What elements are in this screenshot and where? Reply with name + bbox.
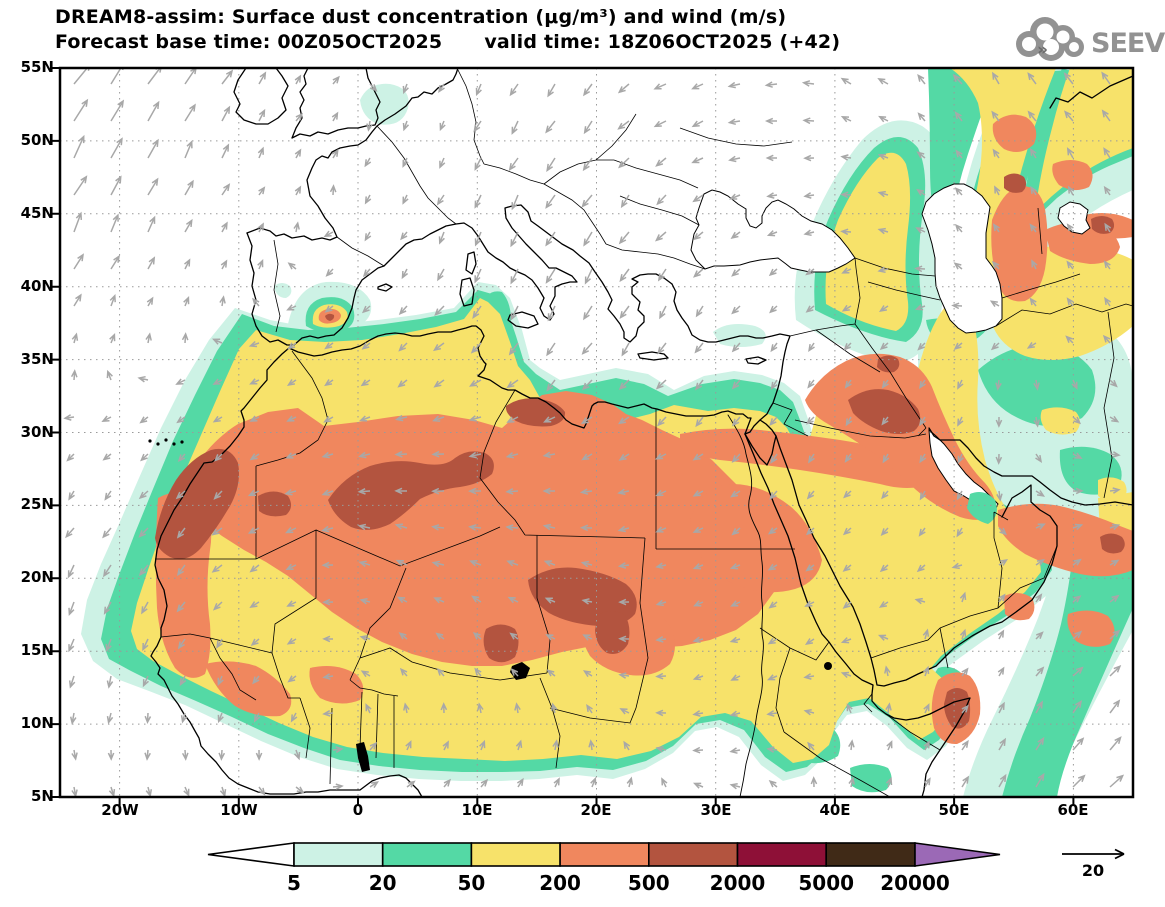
cloud-chevrons-icon: » — [1037, 40, 1048, 60]
legend-bin-4 — [559, 842, 650, 867]
lat-label: 50N — [20, 131, 54, 149]
lat-label: 5N — [31, 787, 54, 805]
lon-label: 10W — [220, 801, 258, 819]
lat-label: 25N — [20, 495, 54, 513]
wind-arrows — [63, 68, 1125, 797]
lon-label: 40E — [819, 801, 851, 819]
lat-label: 20N — [20, 568, 54, 586]
valid-time: valid time: 18Z06OCT2025 (+42) — [484, 31, 841, 53]
legend-bin-7 — [825, 842, 916, 867]
lon-label: 60E — [1057, 801, 1089, 819]
aral-sea — [1057, 201, 1091, 235]
legend-bin-5 — [647, 842, 739, 867]
legend-value-7: 5000 — [798, 871, 854, 895]
caspian-sea — [921, 183, 1003, 334]
legend-bin-3 — [470, 842, 561, 867]
lat-label: 30N — [20, 423, 54, 441]
lat-label: 55N — [20, 58, 54, 76]
country-borders — [155, 69, 1133, 797]
lat-label: 45N — [20, 204, 54, 222]
legend-value-8: 20000 — [880, 871, 950, 895]
lon-label: 50E — [938, 801, 970, 819]
wind-reference-arrow-icon — [1114, 848, 1125, 860]
cloud-icon: » — [1016, 17, 1084, 61]
logo-text: SEEVCCC — [1091, 28, 1165, 59]
legend-value-2: 20 — [369, 871, 397, 895]
lat-label: 15N — [20, 641, 54, 659]
wind-reference-value: 20 — [1082, 861, 1104, 880]
sea-fills — [690, 183, 1091, 513]
persian-gulf-dust-patch — [967, 492, 997, 524]
legend-arrow-below — [207, 842, 295, 867]
lakes — [148, 438, 832, 772]
page-subtitle: Forecast base time: 00Z05OCT2025 valid ti… — [55, 31, 840, 53]
dust-map — [51, 66, 1135, 806]
legend-value-6: 2000 — [710, 871, 766, 895]
legend-value-3: 50 — [457, 871, 485, 895]
seevccc-logo: » SEEVCCC — [1016, 17, 1165, 61]
legend-bin-6 — [736, 842, 827, 867]
lat-label: 10N — [20, 714, 54, 732]
lon-label: 0 — [352, 801, 364, 819]
page-title: DREAM8-assim: Surface dust concentration… — [55, 6, 787, 28]
lon-label: 30E — [700, 801, 732, 819]
lon-label: 20W — [101, 801, 139, 819]
legend-arrow-above — [914, 842, 1001, 867]
graticule — [60, 68, 1133, 797]
legend-value-5: 500 — [628, 871, 670, 895]
lon-label: 10E — [461, 801, 493, 819]
legend-bin-2 — [381, 842, 473, 867]
legend-value-1: 5 — [287, 871, 301, 895]
lat-label: 40N — [20, 277, 54, 295]
axis-ticks — [51, 67, 1075, 806]
lat-label: 35N — [20, 350, 54, 368]
lon-label: 20E — [580, 801, 612, 819]
coastlines — [150, 68, 1133, 797]
legend-value-4: 200 — [539, 871, 581, 895]
wind-reference: 20 — [1062, 848, 1125, 880]
legend: 5 20 50 200 500 2000 5000 20000 20 — [207, 842, 1125, 895]
forecast-base-time: Forecast base time: 00Z05OCT2025 — [55, 31, 443, 53]
legend-bin-1 — [293, 842, 384, 867]
